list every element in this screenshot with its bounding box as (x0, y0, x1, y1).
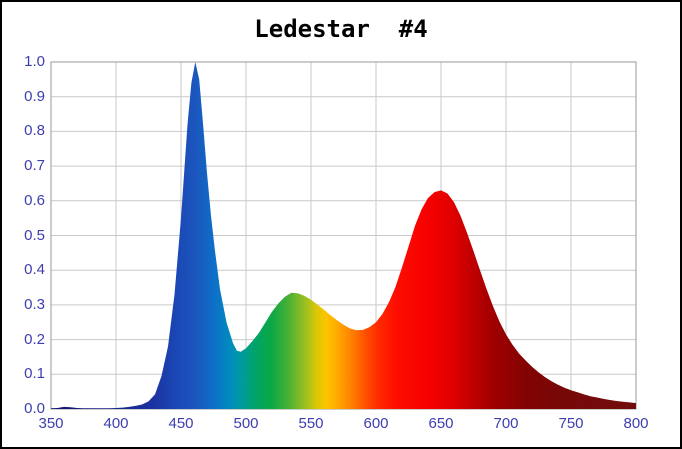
x-tick-label: 750 (558, 415, 584, 432)
y-tick-label: 0.5 (24, 226, 45, 244)
x-tick-label: 550 (298, 415, 324, 432)
y-tick-label: 0.1 (24, 365, 45, 383)
x-tick-label: 400 (103, 415, 129, 432)
x-tick-label: 650 (428, 415, 454, 432)
spd-curve-area (51, 62, 636, 409)
x-tick-label: 600 (363, 415, 389, 432)
x-tick-label: 350 (38, 415, 64, 432)
y-tick-label: 0.3 (24, 295, 45, 313)
y-tick-label: 0.7 (24, 157, 45, 175)
chart-title: Ledestar #4 (254, 15, 428, 43)
x-tick-label: 450 (168, 415, 194, 432)
y-tick-label: 1.0 (24, 53, 45, 70)
y-tick-label: 0.6 (24, 191, 45, 209)
y-tick-label: 0.0 (24, 400, 45, 417)
y-tick-label: 0.4 (24, 261, 45, 279)
x-tick-label: 800 (623, 415, 649, 432)
y-tick-label: 0.8 (24, 122, 45, 140)
x-tick-label: 700 (493, 415, 519, 432)
y-tick-label: 0.9 (24, 87, 45, 105)
x-tick-label: 500 (233, 415, 259, 432)
y-tick-label: 0.2 (24, 330, 45, 348)
